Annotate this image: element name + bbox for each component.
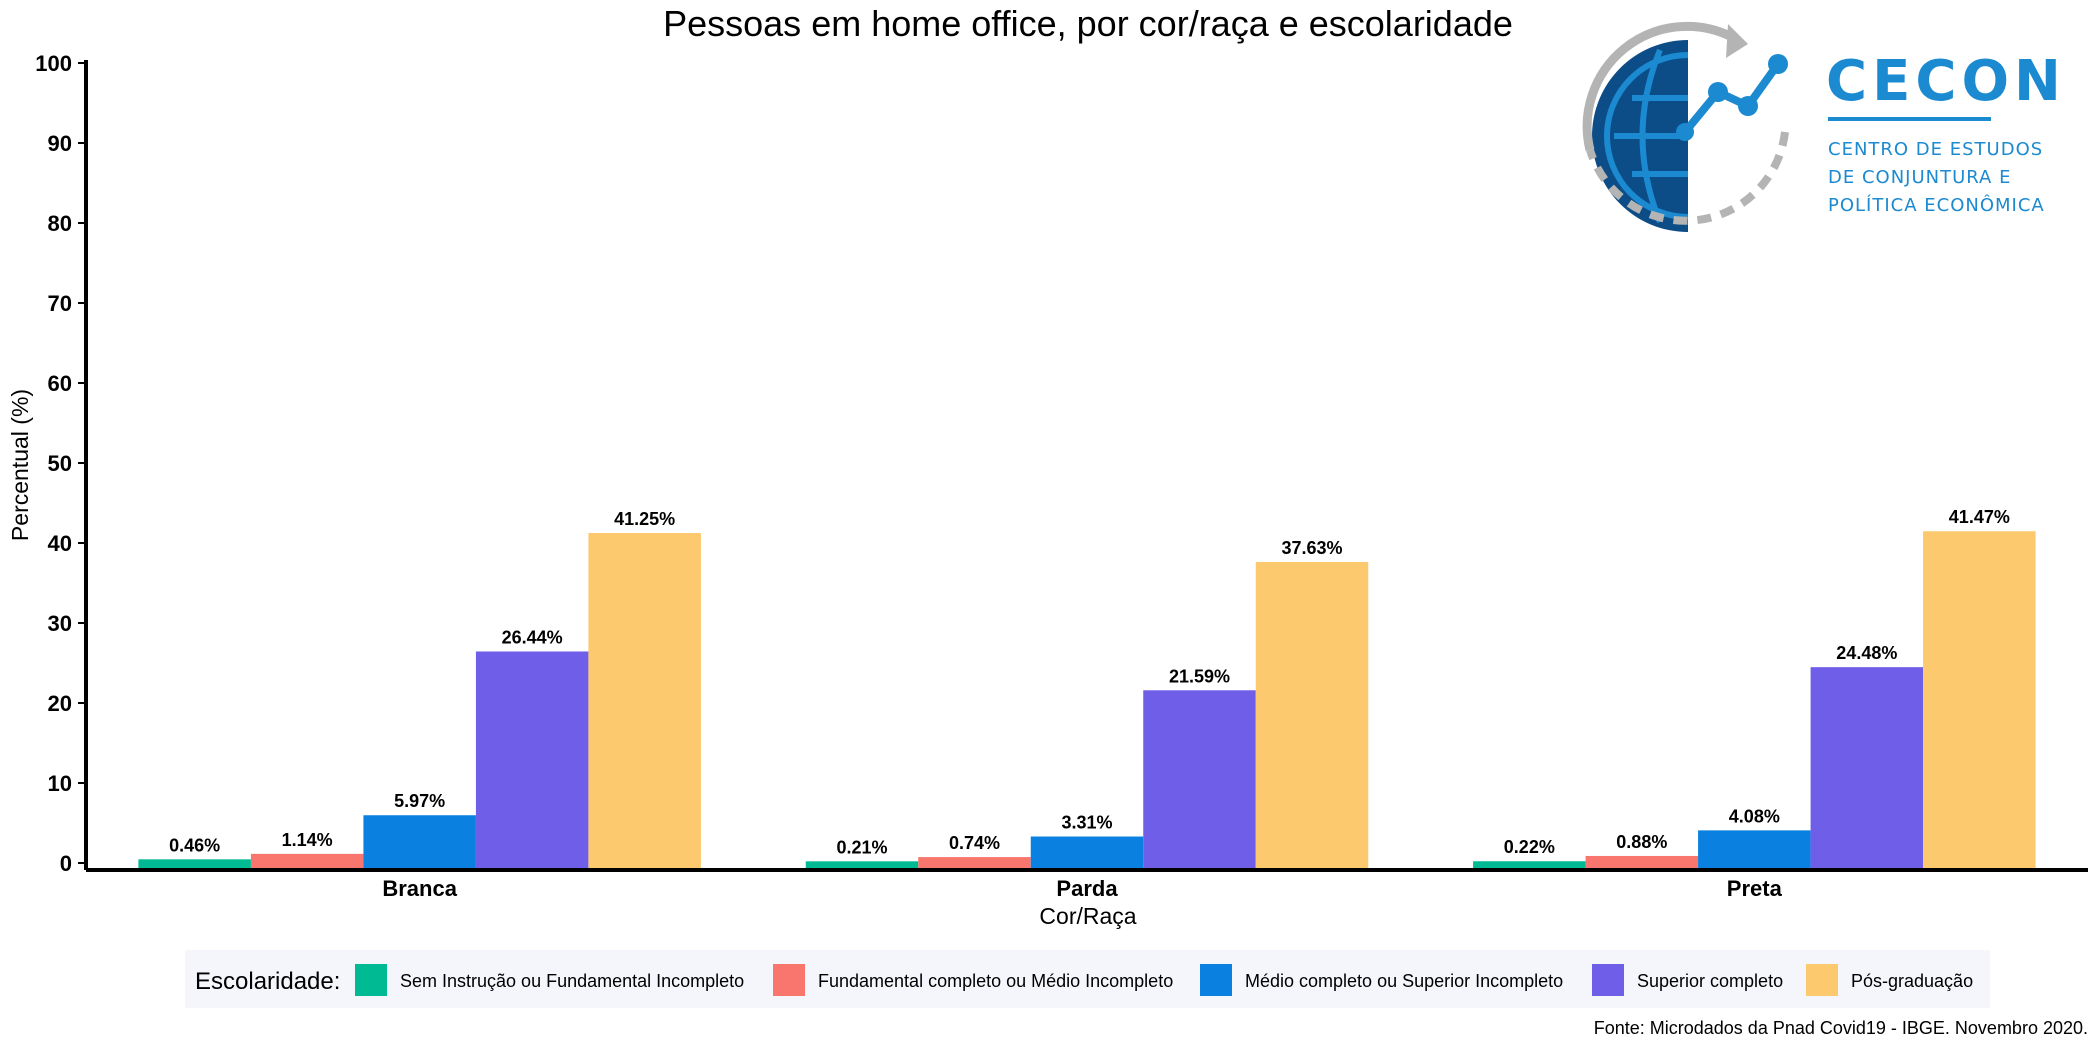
- data-label: 3.31%: [1061, 813, 1112, 833]
- x-axis: Branca Parda Preta: [86, 868, 2088, 901]
- legend-label: Médio completo ou Superior Incompleto: [1245, 971, 1563, 991]
- x-tick-label: Branca: [382, 876, 457, 901]
- data-label: 24.48%: [1836, 643, 1897, 663]
- data-label: 26.44%: [502, 627, 563, 647]
- y-tick-label: 20: [48, 691, 72, 716]
- y-tick-label: 60: [48, 371, 72, 396]
- data-label: 37.63%: [1281, 538, 1342, 558]
- logo-tagline-line: CENTRO DE ESTUDOS: [1828, 139, 2043, 160]
- data-label: 0.74%: [949, 833, 1000, 853]
- logo-trend-point: [1676, 123, 1694, 141]
- logo-underline: [1828, 117, 1991, 121]
- x-tick-label: Preta: [1727, 876, 1783, 901]
- legend-label: Fundamental completo ou Médio Incompleto: [818, 971, 1173, 991]
- bar: [475, 651, 589, 869]
- data-label: 0.88%: [1616, 832, 1667, 852]
- bar: [1143, 690, 1256, 869]
- bar: [588, 533, 701, 869]
- legend-key: [1200, 964, 1232, 996]
- x-axis-label: Cor/Raça: [1039, 903, 1136, 929]
- legend-background: [185, 950, 1990, 1008]
- y-tick-label: 100: [35, 51, 72, 76]
- data-label: 0.21%: [836, 837, 887, 857]
- bar: [1810, 667, 1924, 869]
- logo-arrow-head: [1726, 24, 1748, 58]
- bar: [1698, 830, 1811, 869]
- data-label: 0.22%: [1504, 837, 1555, 857]
- logo-name: CECON: [1826, 49, 2066, 114]
- bar: [1255, 561, 1369, 869]
- legend-title: Escolaridade:: [195, 968, 340, 995]
- legend-key: [773, 964, 805, 996]
- logo-arrow-arc: [1582, 21, 1732, 152]
- bars: [138, 531, 2036, 869]
- data-label: 0.46%: [169, 835, 220, 855]
- bar: [1473, 861, 1586, 869]
- logo-tagline-line: DE CONJUNTURA E: [1828, 167, 2011, 188]
- data-label: 1.14%: [282, 830, 333, 850]
- logo-trend-point: [1768, 54, 1788, 74]
- bar: [805, 861, 919, 869]
- bar: [1585, 855, 1699, 869]
- legend-key: [355, 964, 387, 996]
- legend: Escolaridade: Sem Instrução ou Fundament…: [185, 950, 1990, 1008]
- chart-title: Pessoas em home office, por cor/raça e e…: [663, 3, 1513, 44]
- y-tick-label: 70: [48, 291, 72, 316]
- bar: [138, 859, 251, 869]
- logo-trend-line: [1681, 61, 1782, 135]
- legend-label: Superior completo: [1637, 971, 1783, 991]
- y-tick-label: 80: [48, 211, 72, 236]
- x-tick-label: Parda: [1056, 876, 1118, 901]
- bar: [363, 815, 476, 869]
- logo-trend-point: [1708, 82, 1728, 102]
- data-labels: 0.46% 1.14% 5.97% 26.44% 41.25% 0.21% 0.74% 3.3…: [169, 507, 2010, 857]
- data-label: 21.59%: [1169, 666, 1230, 686]
- data-label: 4.08%: [1729, 806, 1780, 826]
- y-tick-label: 90: [48, 131, 72, 156]
- logo-tagline-line: POLÍTICA ECONÔMICA: [1828, 194, 2045, 216]
- bar: [918, 857, 1031, 869]
- data-label: 41.47%: [1949, 507, 2010, 527]
- legend-key: [1806, 964, 1838, 996]
- y-tick-label: 50: [48, 451, 72, 476]
- bar: [250, 853, 364, 869]
- y-axis: 0 10 20 30 40 50 60 70 80 90 100: [35, 51, 88, 876]
- data-label: 41.25%: [614, 509, 675, 529]
- source-note: Fonte: Microdados da Pnad Covid19 - IBGE…: [1594, 1018, 2088, 1038]
- logo-trend-point: [1738, 96, 1758, 116]
- logo-globe-grid: [1604, 48, 1689, 224]
- data-label: 5.97%: [394, 791, 445, 811]
- legend-key: [1592, 964, 1624, 996]
- legend-label: Pós-graduação: [1851, 971, 1973, 991]
- bar: [1923, 531, 2036, 869]
- y-tick-label: 0: [60, 851, 72, 876]
- bar: [1030, 836, 1144, 869]
- legend-label: Sem Instrução ou Fundamental Incompleto: [400, 971, 744, 991]
- y-axis-label: Percentual (%): [7, 389, 33, 541]
- cecon-logo: CECON CENTRO DE ESTUDOS DE CONJUNTURA E …: [1582, 21, 2066, 232]
- y-tick-label: 30: [48, 611, 72, 636]
- y-tick-label: 10: [48, 771, 72, 796]
- y-tick-label: 40: [48, 531, 72, 556]
